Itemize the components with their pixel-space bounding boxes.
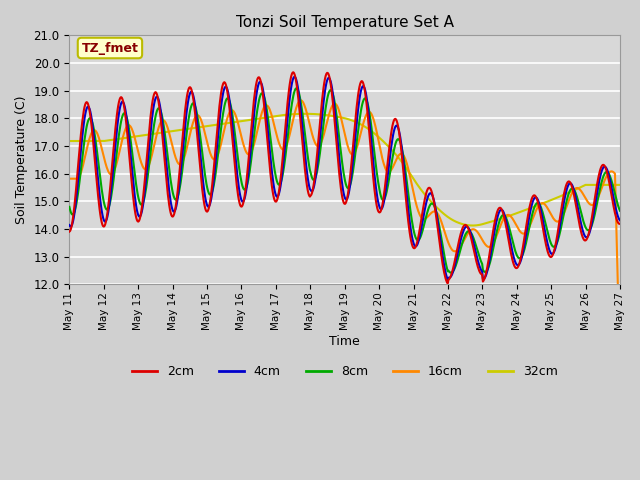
4cm xyxy=(444,277,452,283)
16cm xyxy=(297,97,305,103)
16cm xyxy=(402,158,410,164)
Text: TZ_fmet: TZ_fmet xyxy=(81,41,138,55)
2cm xyxy=(232,168,239,174)
8cm xyxy=(232,133,239,139)
Line: 32cm: 32cm xyxy=(69,114,620,226)
32cm xyxy=(433,205,441,211)
8cm xyxy=(433,212,441,217)
Line: 16cm: 16cm xyxy=(69,100,620,369)
2cm xyxy=(444,281,452,287)
2cm xyxy=(130,202,138,207)
4cm xyxy=(402,185,410,191)
8cm xyxy=(259,91,266,96)
32cm xyxy=(616,182,624,188)
4cm xyxy=(130,187,138,192)
2cm xyxy=(280,147,287,153)
Line: 4cm: 4cm xyxy=(69,77,620,280)
Line: 8cm: 8cm xyxy=(69,88,620,273)
16cm xyxy=(65,176,73,181)
8cm xyxy=(447,270,455,276)
16cm xyxy=(232,111,239,117)
Line: 2cm: 2cm xyxy=(69,72,620,284)
2cm xyxy=(65,228,73,234)
32cm xyxy=(469,223,477,228)
8cm xyxy=(616,208,624,214)
2cm xyxy=(616,221,624,227)
4cm xyxy=(259,84,266,90)
4cm xyxy=(291,74,299,80)
2cm xyxy=(402,198,410,204)
2cm xyxy=(433,219,441,225)
16cm xyxy=(259,108,266,114)
8cm xyxy=(65,204,73,210)
32cm xyxy=(402,165,410,170)
16cm xyxy=(280,146,287,152)
4cm xyxy=(65,222,73,228)
2cm xyxy=(289,70,297,75)
4cm xyxy=(433,214,441,219)
Legend: 2cm, 4cm, 8cm, 16cm, 32cm: 2cm, 4cm, 8cm, 16cm, 32cm xyxy=(127,360,563,383)
4cm xyxy=(232,152,239,157)
32cm xyxy=(301,111,308,117)
4cm xyxy=(616,217,624,223)
Title: Tonzi Soil Temperature Set A: Tonzi Soil Temperature Set A xyxy=(236,15,454,30)
8cm xyxy=(402,173,410,179)
8cm xyxy=(280,168,287,174)
32cm xyxy=(280,112,287,118)
Y-axis label: Soil Temperature (C): Soil Temperature (C) xyxy=(15,96,28,224)
16cm xyxy=(433,210,441,216)
8cm xyxy=(130,165,138,171)
32cm xyxy=(259,115,266,121)
32cm xyxy=(65,138,73,144)
2cm xyxy=(259,89,266,95)
32cm xyxy=(232,119,239,125)
X-axis label: Time: Time xyxy=(330,336,360,348)
32cm xyxy=(130,134,138,140)
16cm xyxy=(616,366,624,372)
16cm xyxy=(130,132,138,138)
8cm xyxy=(292,85,300,91)
4cm xyxy=(280,160,287,166)
